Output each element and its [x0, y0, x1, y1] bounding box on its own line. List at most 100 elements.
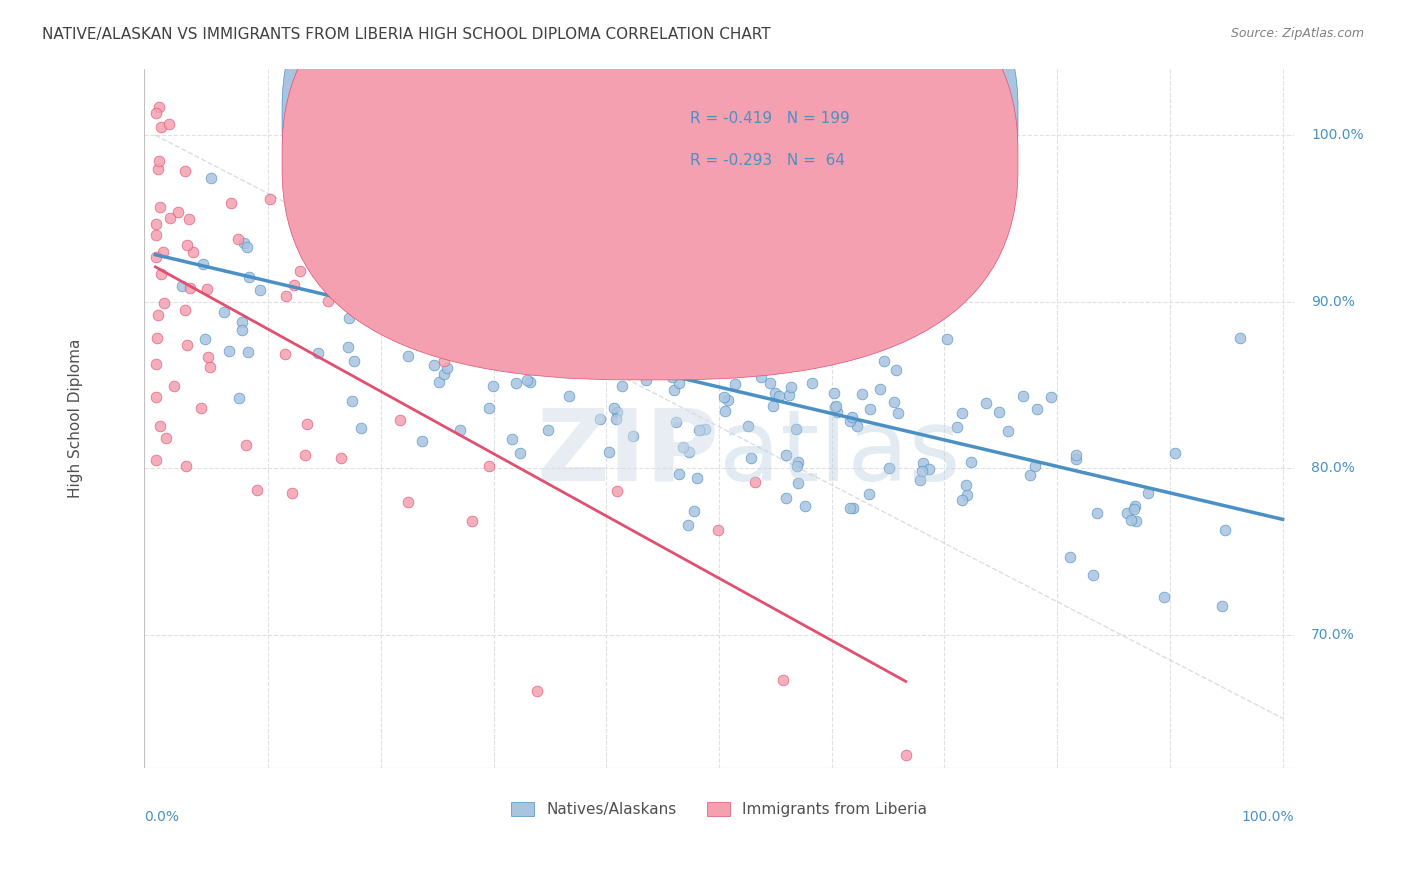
Point [148, 100, 170, 114]
Point [1136, 486, 1159, 500]
Point [749, 275, 772, 289]
Point [155, 432, 177, 446]
Point [529, 268, 551, 282]
Point [461, 286, 484, 301]
FancyBboxPatch shape [599, 76, 908, 202]
Point [145, 227, 167, 242]
Point [200, 170, 222, 185]
Point [537, 423, 560, 437]
Point [839, 321, 862, 335]
Point [842, 501, 865, 516]
Text: 80.0%: 80.0% [1312, 461, 1355, 475]
Point [368, 272, 391, 286]
Point [297, 417, 319, 432]
Point [145, 217, 167, 231]
Point [396, 495, 419, 509]
Point [149, 200, 172, 214]
Point [231, 323, 253, 337]
Point [749, 370, 772, 384]
Point [558, 389, 581, 403]
Point [877, 460, 900, 475]
Point [174, 459, 197, 474]
Point [193, 332, 215, 346]
Point [529, 319, 551, 334]
Point [283, 277, 305, 292]
Point [1123, 500, 1146, 514]
Point [464, 291, 486, 305]
Point [775, 491, 797, 506]
Point [350, 421, 373, 435]
Point [219, 195, 242, 210]
Point [1121, 513, 1143, 527]
Point [505, 376, 527, 390]
Point [950, 493, 973, 508]
Point [195, 282, 218, 296]
Point [357, 145, 380, 160]
Point [218, 344, 240, 359]
Point [451, 321, 474, 335]
Point [457, 280, 479, 294]
Point [170, 279, 193, 293]
Point [145, 357, 167, 371]
Point [678, 445, 700, 459]
Point [1024, 458, 1046, 473]
Point [350, 229, 373, 244]
Point [179, 281, 201, 295]
Point [912, 456, 935, 470]
Point [378, 217, 401, 231]
Point [785, 422, 807, 436]
Point [371, 226, 394, 240]
Point [1064, 452, 1087, 467]
Point [724, 376, 747, 391]
Point [1125, 514, 1147, 528]
Point [713, 390, 735, 404]
Point [288, 263, 311, 277]
Point [762, 400, 785, 414]
Point [174, 303, 197, 318]
Point [423, 358, 446, 372]
Point [955, 478, 977, 492]
Point [166, 205, 188, 219]
Point [793, 340, 815, 354]
Point [938, 268, 960, 283]
Point [396, 284, 419, 298]
Text: 90.0%: 90.0% [1312, 294, 1355, 309]
Point [337, 310, 360, 325]
Text: NATIVE/ALASKAN VS IMMIGRANTS FROM LIBERIA HIGH SCHOOL DIPLOMA CORRELATION CHART: NATIVE/ALASKAN VS IMMIGRANTS FROM LIBERI… [42, 27, 770, 42]
Point [845, 419, 868, 434]
Point [668, 467, 690, 482]
Point [316, 294, 339, 309]
Point [950, 406, 973, 420]
Point [1081, 568, 1104, 582]
Point [150, 120, 173, 134]
Point [1116, 506, 1139, 520]
Point [176, 338, 198, 352]
Point [956, 488, 979, 502]
Point [157, 117, 180, 131]
Point [281, 485, 304, 500]
Text: R = -0.419   N = 199: R = -0.419 N = 199 [690, 111, 851, 126]
Point [436, 360, 458, 375]
Point [486, 219, 509, 234]
Point [603, 401, 626, 415]
Point [145, 390, 167, 404]
Point [689, 423, 711, 437]
Point [1122, 502, 1144, 516]
Point [1164, 446, 1187, 460]
Point [960, 455, 983, 469]
Point [790, 343, 813, 357]
Point [662, 383, 685, 397]
Point [683, 503, 706, 517]
Point [997, 424, 1019, 438]
Point [628, 216, 651, 230]
Point [652, 351, 675, 365]
Point [226, 232, 249, 246]
Point [606, 483, 628, 498]
Point [664, 361, 686, 376]
Point [785, 331, 807, 345]
Point [1012, 389, 1035, 403]
Point [145, 106, 167, 120]
Point [778, 388, 800, 402]
Point [707, 523, 730, 537]
Point [664, 415, 686, 429]
